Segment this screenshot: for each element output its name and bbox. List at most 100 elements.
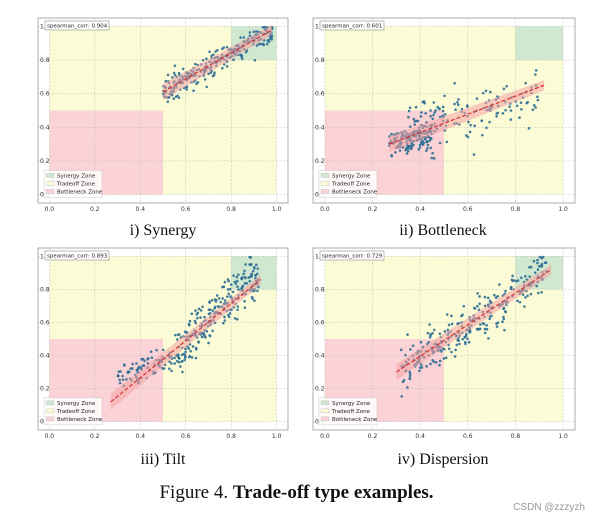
scatter-point	[435, 361, 438, 364]
scatter-point	[116, 374, 120, 378]
scatter-point	[235, 279, 239, 283]
scatter-point	[540, 290, 543, 294]
y-tick-label: 0.6	[40, 91, 50, 98]
x-tick-label: 0.8	[226, 206, 236, 213]
scatter-point	[394, 151, 397, 154]
scatter-point	[253, 58, 257, 62]
scatter-point	[536, 95, 539, 99]
scatter-point	[515, 279, 518, 283]
scatter-point	[478, 295, 481, 298]
scatter-point	[466, 337, 469, 341]
scatter-point	[205, 330, 209, 333]
scatter-point	[407, 109, 411, 113]
scatter-point	[249, 262, 253, 266]
scatter-point	[421, 139, 425, 143]
x-tick-label: 0.0	[320, 433, 330, 440]
scatter-point	[501, 320, 504, 324]
scatter-point	[242, 272, 246, 276]
scatter-point	[223, 319, 227, 322]
x-tick-label: 0.0	[45, 206, 55, 213]
scatter-point	[250, 295, 254, 299]
scatter-point	[534, 106, 537, 109]
scatter-point	[511, 274, 514, 278]
scatter-point	[118, 378, 121, 382]
scatter-point	[429, 334, 432, 337]
scatter-point	[418, 369, 421, 373]
scatter-point	[173, 356, 176, 360]
scatter-point	[495, 112, 498, 115]
legend-swatch	[320, 416, 330, 422]
scatter-point	[481, 91, 485, 95]
scatter-point	[117, 370, 121, 373]
scatter-point	[184, 350, 187, 354]
scatter-point	[413, 123, 416, 126]
y-tick-label: 0.2	[40, 386, 50, 393]
scatter-point	[203, 78, 207, 81]
scatter-point	[488, 317, 492, 321]
scatter-point	[532, 104, 536, 107]
scatter-point	[173, 73, 177, 77]
scatter-point	[462, 304, 466, 308]
scatter-point	[421, 100, 425, 104]
correlation-label-box	[319, 250, 385, 261]
scatter-point	[430, 156, 434, 160]
x-tick-label: 0.6	[181, 433, 191, 440]
scatter-point	[239, 36, 242, 39]
scatter-point	[244, 50, 248, 54]
chart-caption-bottleneck: ii) Bottleneck	[399, 222, 487, 239]
scatter-point	[454, 108, 457, 112]
regression-line	[389, 84, 545, 145]
scatter-point	[161, 348, 165, 352]
scatter-point	[483, 327, 487, 331]
legend-swatch	[45, 408, 55, 414]
scatter-point	[209, 311, 212, 315]
scatter-point	[443, 94, 446, 98]
x-tick-label: 1.0	[272, 433, 282, 440]
scatter-point	[221, 321, 225, 325]
scatter-point	[221, 285, 224, 289]
scatter-point	[136, 367, 140, 371]
scatter-point	[181, 67, 185, 71]
synergy-zone	[515, 26, 564, 61]
regression-confidence-band	[163, 24, 273, 101]
scatter-point	[442, 357, 446, 360]
chart-svg-tilt: 0.00.20.40.60.81.00.00.20.40.60.81.0spea…	[37, 247, 289, 440]
scatter-point	[410, 144, 414, 147]
scatter-point	[425, 149, 428, 152]
y-tick-label: 0.8	[40, 57, 50, 64]
scatter-point	[526, 294, 529, 298]
scatter-point	[235, 275, 239, 279]
scatter-point	[184, 86, 188, 89]
scatter-point	[197, 340, 201, 344]
scatter-point	[501, 111, 505, 115]
scatter-point	[495, 325, 499, 328]
scatter-point	[518, 300, 522, 304]
legend-swatch	[45, 189, 55, 194]
plot-frame	[312, 247, 576, 431]
scatter-point	[428, 323, 431, 326]
scatter-point	[149, 350, 153, 353]
scatter-point	[468, 130, 472, 134]
scatter-point	[408, 374, 412, 378]
scatter-point	[432, 113, 435, 117]
scatter-point	[465, 332, 468, 336]
regression-line	[162, 29, 273, 93]
scatter-point	[509, 118, 513, 121]
scatter-point	[493, 293, 496, 297]
scatter-point	[171, 76, 174, 79]
scatter-point	[450, 322, 454, 326]
scatter-point	[430, 137, 433, 140]
scatter-point	[473, 124, 476, 128]
scatter-point	[489, 90, 492, 94]
scatter-point	[215, 294, 219, 297]
y-tick-label: 0.2	[315, 158, 325, 165]
scatter-point	[432, 328, 436, 332]
scatter-point	[205, 57, 208, 61]
scatter-point	[207, 72, 210, 76]
scatter-point	[520, 107, 523, 111]
scatter-point	[253, 265, 256, 269]
scatter-point	[406, 386, 409, 389]
scatter-point	[488, 299, 492, 303]
scatter-point	[123, 364, 126, 367]
scatter-point	[438, 141, 442, 145]
